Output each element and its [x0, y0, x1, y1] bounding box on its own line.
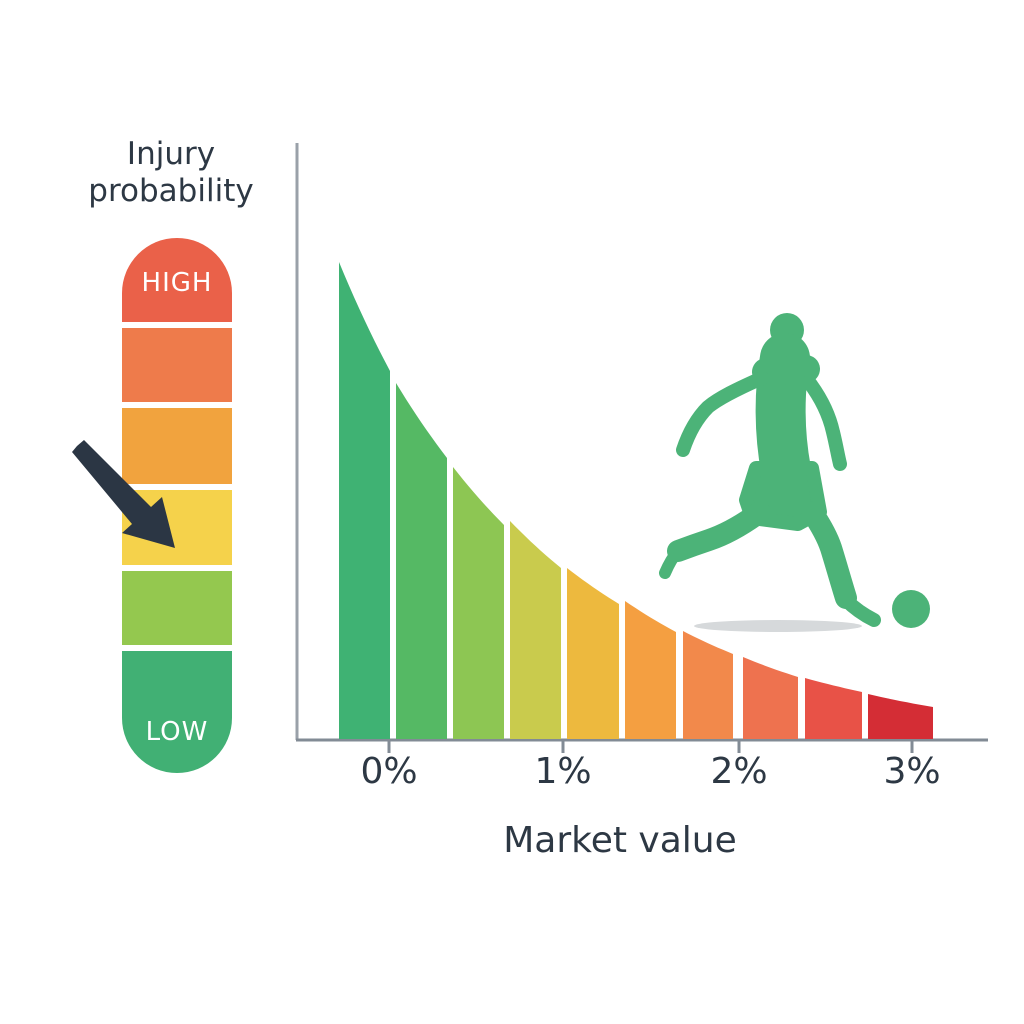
- x-axis-title: Market value: [503, 820, 737, 861]
- bar-5: [567, 568, 619, 739]
- bar-6: [625, 601, 676, 739]
- player-shoulders: [752, 355, 820, 386]
- x-tick-label-0%: 0%: [360, 751, 418, 792]
- bar-2: [396, 383, 447, 739]
- player-rear-arm: [676, 371, 769, 457]
- x-tick-label-3%: 3%: [883, 751, 941, 792]
- bar-7: [683, 631, 733, 739]
- bar-4: [510, 521, 561, 739]
- gauge-divider: [122, 484, 232, 490]
- axes: [295, 143, 988, 753]
- bars-group: [339, 262, 933, 739]
- x-axis-ticks: [387, 741, 914, 753]
- gauge-segment-amber: [122, 408, 232, 484]
- gauge-high-label: HIGH: [141, 268, 213, 298]
- bar-10: [868, 694, 933, 739]
- player-trailing-leg: [667, 501, 771, 562]
- gauge-segment-light-green: [122, 571, 232, 645]
- gauge-title-line2: probability: [88, 173, 254, 209]
- player-leading-foot: [839, 593, 881, 627]
- soccer-player-silhouette: [659, 313, 881, 627]
- gauge-divider: [122, 402, 232, 408]
- player-shadow: [694, 620, 862, 632]
- x-tick-label-2%: 2%: [710, 751, 768, 792]
- gauge-low-label: LOW: [145, 717, 209, 747]
- bar-3: [453, 467, 504, 739]
- gauge-segment-low-green: [122, 651, 232, 773]
- soccer-ball: [892, 590, 930, 628]
- gauge-track: [122, 238, 232, 773]
- gauge-divider: [122, 565, 232, 571]
- gauge-divider: [122, 322, 232, 328]
- player-leading-leg: [801, 501, 857, 609]
- gauge-divider: [122, 645, 232, 651]
- gauge-title: Injury probability: [51, 136, 291, 210]
- gauge-title-line1: Injury: [126, 136, 216, 172]
- x-tick-label-1%: 1%: [534, 751, 592, 792]
- player-front-arm: [802, 375, 847, 471]
- arrow-down-right-icon: [72, 440, 175, 548]
- bar-8: [743, 657, 798, 739]
- bar-9: [805, 678, 862, 739]
- gauge-segment-high-red: [122, 238, 232, 322]
- player-trailing-foot: [659, 545, 684, 579]
- bar-1: [339, 262, 390, 739]
- gauge-segment-orange: [122, 328, 232, 402]
